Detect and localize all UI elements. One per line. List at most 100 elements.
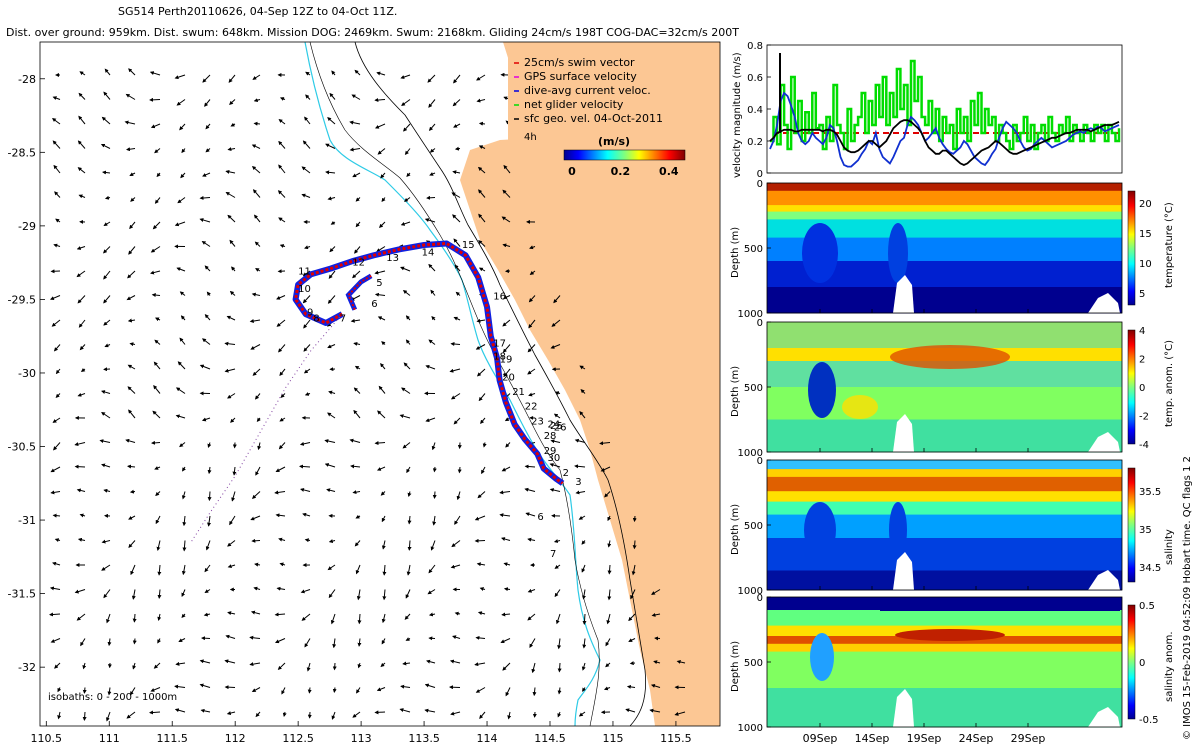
velocity-arrow bbox=[55, 218, 61, 223]
section-colorbar-tick-label: 35 bbox=[1139, 525, 1152, 536]
velocity-arrow bbox=[327, 344, 336, 349]
velocity-arrow bbox=[129, 687, 136, 696]
velocity-arrow bbox=[428, 123, 436, 131]
velocity-arrow bbox=[329, 246, 336, 253]
velocity-arrow bbox=[53, 344, 61, 352]
colorbar-tick-label: 0.4 bbox=[659, 165, 679, 178]
velocity-arrow bbox=[78, 194, 86, 199]
velocity-arrow bbox=[307, 687, 312, 694]
velocity-arrow bbox=[253, 214, 261, 223]
section-y-tick-label: 1000 bbox=[738, 309, 763, 320]
velocity-arrow bbox=[527, 588, 536, 593]
velocity-arrow bbox=[553, 413, 561, 419]
track-swim-vectors bbox=[294, 241, 564, 485]
section-colorbar-tick-label: -4 bbox=[1139, 440, 1149, 451]
velocity-arrow bbox=[579, 411, 586, 419]
velocity-arrow bbox=[231, 266, 236, 272]
velocity-arrow bbox=[199, 683, 211, 688]
velocity-arrow bbox=[80, 638, 86, 647]
velocity-arrow bbox=[557, 711, 562, 718]
velocity-arrow bbox=[99, 439, 111, 444]
track-day-label: 14 bbox=[422, 247, 435, 258]
section-band bbox=[767, 643, 1122, 653]
velocity-arrow bbox=[376, 466, 386, 471]
velocity-arrow bbox=[101, 539, 111, 544]
velocity-arrow bbox=[503, 368, 511, 378]
velocity-arrow bbox=[352, 711, 361, 718]
velocity-arrow bbox=[201, 417, 211, 422]
velocity-arrow bbox=[550, 344, 561, 349]
velocity-arrow bbox=[279, 97, 286, 101]
velocity-arrow bbox=[455, 291, 461, 296]
velocity-arrow bbox=[279, 417, 286, 422]
velocity-arrow bbox=[430, 540, 436, 551]
velocity-arrow bbox=[179, 291, 186, 296]
velocity-arrow bbox=[52, 513, 61, 518]
velocity-arrow bbox=[80, 368, 86, 372]
map-x-tick-label: 112 bbox=[225, 732, 246, 745]
section-colorbar-tick-label: 34.5 bbox=[1139, 563, 1161, 574]
velocity-arrow bbox=[151, 293, 161, 298]
velocity-arrow bbox=[129, 172, 136, 176]
velocity-arrow bbox=[251, 491, 261, 499]
velocity-arrow bbox=[356, 687, 361, 694]
velocity-arrow bbox=[205, 123, 211, 130]
velocity-arrow bbox=[49, 612, 61, 617]
velocity-frame bbox=[766, 44, 1123, 174]
velocity-arrow bbox=[102, 170, 111, 175]
velocity-arrow bbox=[78, 319, 86, 328]
anomaly-surface bbox=[880, 599, 1120, 611]
velocity-arrow bbox=[204, 265, 211, 272]
velocity-arrow bbox=[106, 711, 111, 722]
anomaly-blob bbox=[895, 629, 1005, 641]
velocity-arrow bbox=[253, 121, 261, 126]
velocity-arrow bbox=[426, 195, 436, 200]
velocity-arrow bbox=[403, 362, 411, 370]
velocity-arrow bbox=[251, 292, 261, 297]
velocity-arrow bbox=[325, 143, 336, 149]
velocity-arrow bbox=[532, 687, 537, 697]
velocity-arrow bbox=[476, 562, 486, 567]
velocity-arrow bbox=[356, 589, 361, 601]
legend-label: 25cm/s swim vector bbox=[524, 56, 635, 69]
velocity-arrow bbox=[328, 270, 336, 279]
velocity-arrow bbox=[157, 613, 162, 621]
velocity-arrow bbox=[128, 540, 136, 548]
velocity-arrow bbox=[249, 319, 261, 323]
velocity-arrow bbox=[432, 466, 437, 473]
velocity-arrow bbox=[125, 438, 136, 443]
velocity-arrow bbox=[574, 438, 586, 443]
velocity-arrow bbox=[502, 662, 511, 671]
velocity-arrow bbox=[330, 220, 336, 225]
seafloor-mask bbox=[1088, 432, 1120, 452]
velocity-arrow bbox=[153, 385, 161, 394]
velocity-arrow bbox=[124, 120, 136, 125]
velocity-arrow bbox=[275, 466, 286, 472]
velocity-arrow bbox=[302, 295, 311, 304]
track-day-label: 20 bbox=[502, 372, 515, 383]
velocity-arrow bbox=[304, 392, 311, 396]
velocity-arrow bbox=[101, 564, 111, 571]
velocity-arrow bbox=[374, 292, 386, 297]
velocity-arrow bbox=[429, 148, 436, 153]
velocity-arrow bbox=[354, 365, 361, 370]
velocity-arrow bbox=[251, 687, 261, 692]
section-band bbox=[767, 287, 1122, 314]
velocity-arrow bbox=[582, 613, 587, 625]
velocity-arrow bbox=[57, 687, 62, 693]
velocity-arrow bbox=[304, 538, 311, 543]
velocity-arrow bbox=[325, 170, 336, 175]
velocity-arrow bbox=[327, 564, 336, 571]
temp-anomaly-section: 0 500 1000 Depth (m) 4 2 0 -2 -4 temp. anom. (°C) bbox=[730, 318, 1175, 459]
velocity-arrow bbox=[232, 466, 237, 476]
section-colorbar-label: salinity anom. bbox=[1164, 631, 1175, 702]
velocity-arrow bbox=[77, 392, 86, 397]
velocity-arrow bbox=[500, 638, 511, 644]
track-day-label: 11 bbox=[298, 266, 311, 277]
velocity-arrow bbox=[207, 515, 212, 527]
track-day-label: 18 bbox=[493, 352, 506, 363]
velocity-arrow bbox=[300, 488, 311, 492]
velocity-arrow bbox=[279, 244, 286, 248]
velocity-arrow bbox=[278, 118, 286, 125]
section-colorbar-tick-label: 2 bbox=[1139, 355, 1145, 366]
